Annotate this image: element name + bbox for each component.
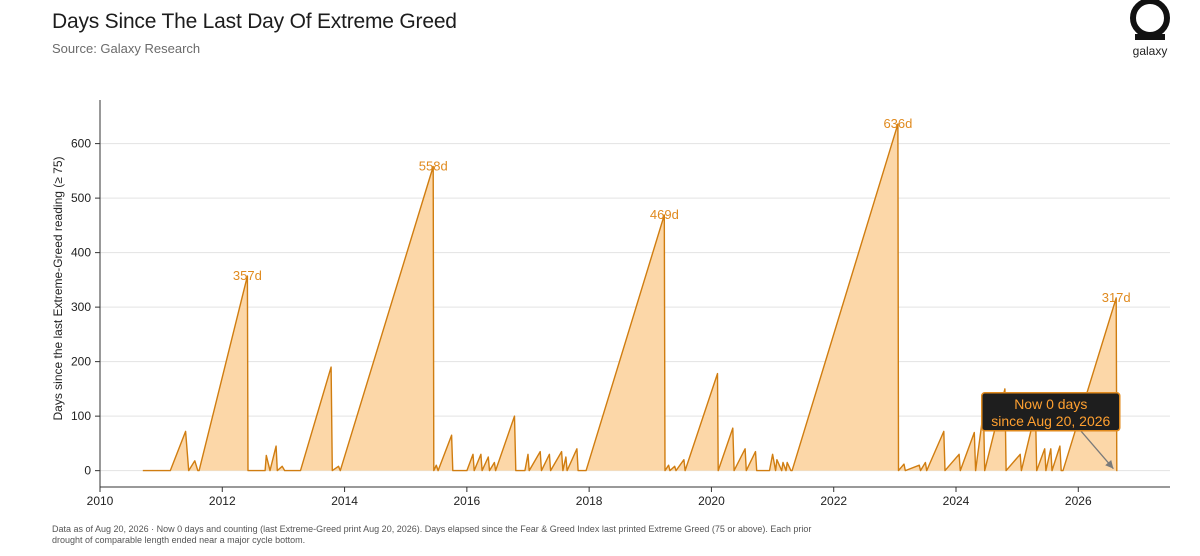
x-tick-label-2024: 2024	[943, 494, 970, 508]
area-layer	[142, 123, 1118, 472]
y-tick-label-100: 100	[71, 409, 91, 423]
annotation-box	[981, 392, 1121, 432]
peak-label-636d: 636d	[883, 116, 912, 131]
now-annotation: Now 0 days since Aug 20, 2026	[981, 392, 1121, 470]
annotation-line-1: Now 0 days	[1014, 396, 1087, 412]
peak-label-317d: 317d	[1102, 290, 1131, 305]
x-tick-label-2022: 2022	[820, 494, 847, 508]
chart-subtitle: Source: Galaxy Research	[52, 41, 201, 56]
logo-text: galaxy	[1132, 44, 1168, 58]
galaxy-logo-icon	[1130, 0, 1170, 40]
y-tick-label-200: 200	[71, 355, 91, 369]
y-tick-label-400: 400	[71, 246, 91, 260]
y-tick-label-600: 600	[71, 137, 91, 151]
x-tick-label-2020: 2020	[698, 494, 725, 508]
peak-label-469d: 469d	[650, 207, 679, 222]
series-area	[142, 124, 1118, 471]
x-tick-label-2012: 2012	[209, 494, 236, 508]
annotation-line-2: since Aug 20, 2026	[991, 413, 1110, 429]
chart-title: Days Since The Last Day Of Extreme Greed	[52, 10, 457, 33]
peak-label-357d: 357d	[233, 268, 262, 283]
y-tick-label-0: 0	[84, 464, 91, 478]
x-ticks: 2010 2012 2014 2016 2018 2020 2022 2024 2026	[87, 487, 1092, 508]
footnote: Data as of Aug 20, 2026 · Now 0 days and…	[52, 524, 952, 546]
y-axis-label: Days since the last Extreme-Greed readin…	[51, 156, 65, 420]
series-line	[142, 123, 1118, 472]
annotation-arrowhead	[1105, 460, 1114, 469]
peak-label-558d: 558d	[419, 158, 448, 173]
axes	[99, 100, 1170, 488]
peak-labels: 357d 558d 469d 636d 317d	[233, 116, 1131, 305]
x-tick-label-2026: 2026	[1065, 494, 1092, 508]
x-tick-label-2010: 2010	[87, 494, 114, 508]
y-tick-label-300: 300	[71, 300, 91, 314]
x-tick-label-2014: 2014	[331, 494, 358, 508]
annotation-arrow	[1080, 430, 1114, 470]
x-tick-label-2016: 2016	[454, 494, 481, 508]
y-tick-label-500: 500	[71, 191, 91, 205]
footnote-line-2: drought of comparable length ended near …	[52, 535, 306, 545]
x-tick-label-2018: 2018	[576, 494, 603, 508]
footnote-line-1: Data as of Aug 20, 2026 · Now 0 days and…	[52, 524, 812, 534]
y-ticks: 0 100 200 300 400 500 600	[71, 137, 100, 478]
